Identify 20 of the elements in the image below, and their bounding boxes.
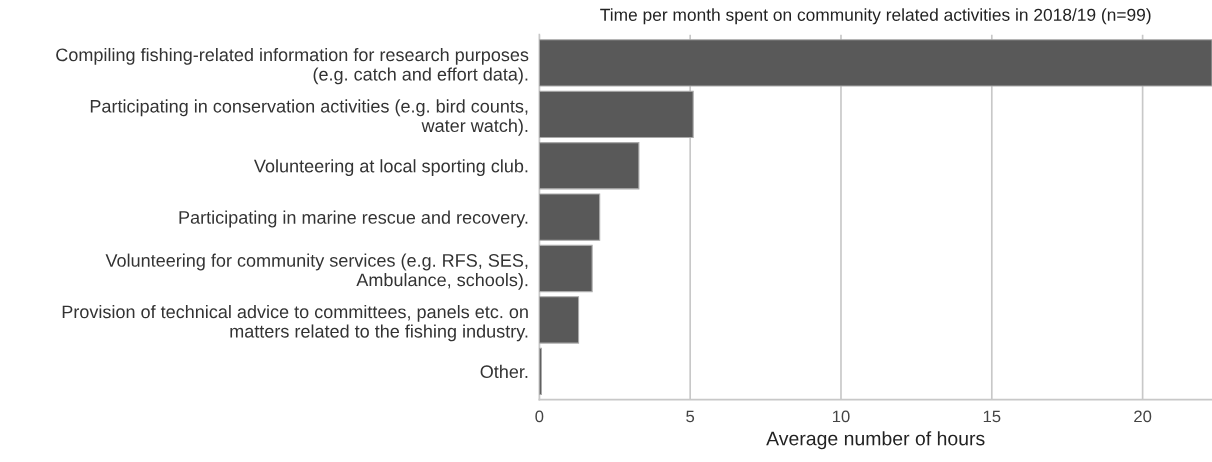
x-tick-label: 15 bbox=[983, 410, 1001, 423]
x-tick-label: 20 bbox=[1134, 410, 1152, 423]
y-tick-label: Participating in conservation activities (e.g. bird counts, water watch). bbox=[90, 99, 528, 136]
y-tick-label: Participating in marine rescue and recovery. bbox=[179, 210, 528, 228]
x-tick-label: 10 bbox=[832, 410, 850, 423]
y-tick-label: Volunteering at local sporting club. bbox=[254, 159, 528, 177]
x-tick-label: 5 bbox=[686, 410, 695, 423]
bar bbox=[539, 142, 640, 190]
y-tick-label: Volunteering for community services (e.g. RFS, SES, Ambulance, schools). bbox=[105, 253, 528, 290]
bar bbox=[539, 296, 580, 344]
chart-title: Time per month spent on community related activities in 2018/19 (n=99) bbox=[600, 8, 1151, 25]
x-tick-label: 0 bbox=[535, 410, 544, 423]
y-tick-label: Provision of technical advice to committees, panels etc. on matters related to the fishing industry. bbox=[62, 304, 528, 342]
bar bbox=[539, 90, 694, 139]
bar bbox=[539, 193, 601, 241]
y-tick-label: Other. bbox=[480, 364, 528, 379]
bar bbox=[539, 39, 1212, 87]
x-axis-title: Average number of hours bbox=[766, 431, 985, 450]
bar bbox=[539, 244, 593, 293]
y-tick-label: Compiling fishing-related information for research purposes (e.g. catch and effort data). bbox=[56, 47, 529, 85]
